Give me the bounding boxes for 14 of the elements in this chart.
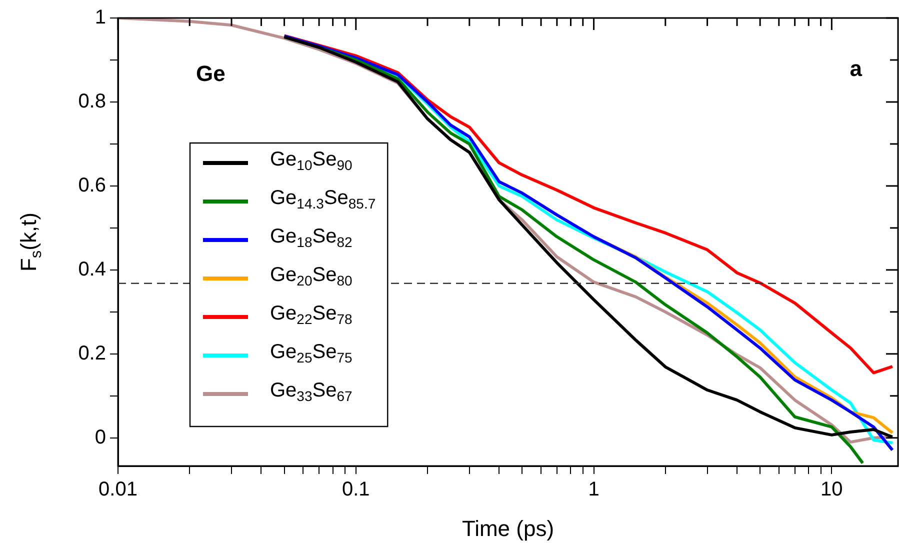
y-axis-title: Fs(k,t): [16, 212, 45, 272]
x-tick-label: 1: [588, 478, 600, 501]
annotation: a: [850, 56, 863, 82]
y-tick-label: 0.6: [78, 174, 106, 196]
y-tick-label: 0.4: [78, 258, 106, 280]
x-axis-title: Time (ps): [462, 516, 554, 541]
y-tick-label: 0: [94, 426, 106, 448]
x-tick-label: 0.1: [342, 478, 370, 501]
y-tick-label: 0.8: [78, 90, 106, 112]
annotation: Ge: [196, 61, 226, 86]
y-tick-label: 0.2: [78, 342, 106, 364]
x-tick-label: 0.01: [98, 478, 138, 501]
y-tick-label: 1: [94, 6, 106, 29]
x-tick-label: 10: [820, 478, 843, 501]
